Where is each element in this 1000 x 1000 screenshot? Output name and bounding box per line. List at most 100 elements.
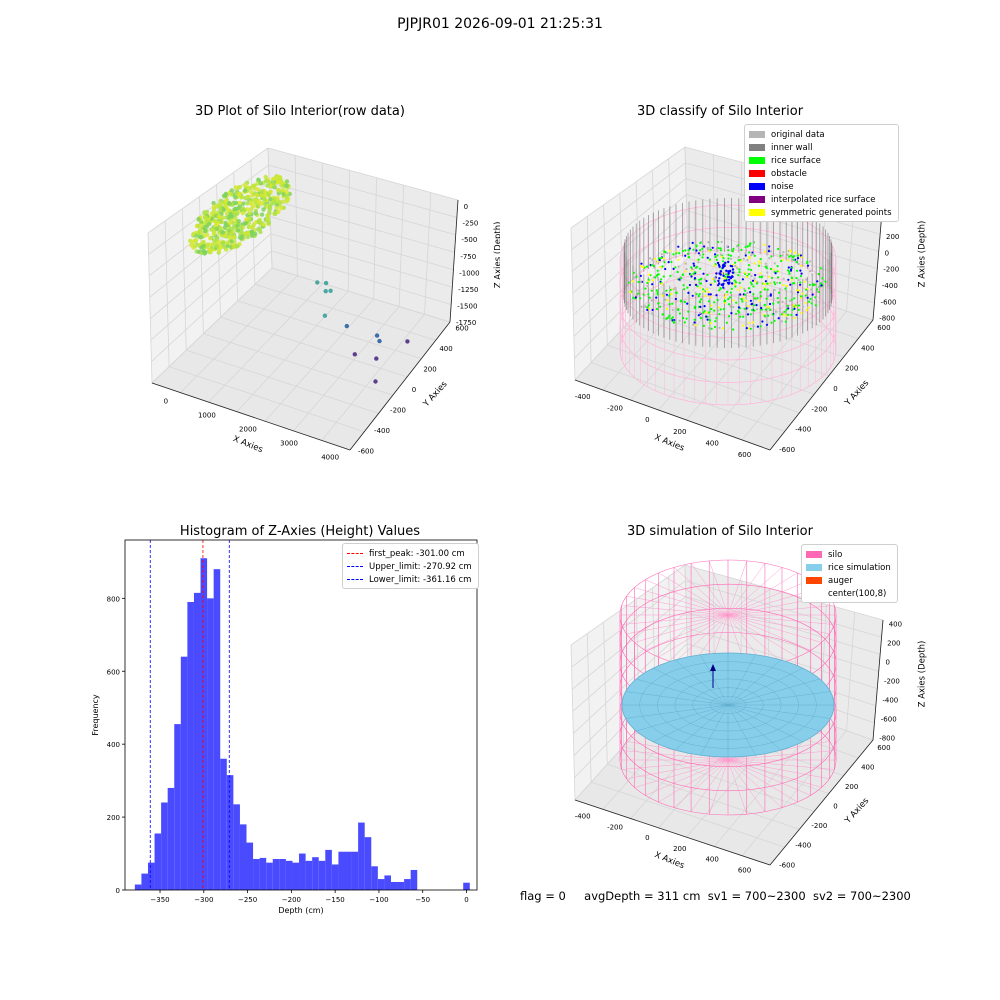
classify-legend: original data inner wall rice surface obsta… xyxy=(744,124,899,222)
surface-point xyxy=(707,257,709,259)
legend-swatch xyxy=(749,196,765,203)
surface-point xyxy=(716,254,718,256)
rice-point xyxy=(235,223,239,227)
legend-line xyxy=(347,579,363,580)
y-tick-label: -200 xyxy=(390,406,406,414)
surface-point xyxy=(754,274,756,276)
surface-point xyxy=(741,300,743,302)
y-tick-label: 400 xyxy=(107,741,120,749)
legend-entry: first_peak: -301.00 cm xyxy=(347,547,472,560)
surface-point xyxy=(767,289,769,291)
surface-point xyxy=(776,282,778,284)
surface-point xyxy=(692,324,694,326)
surface-point xyxy=(791,277,793,279)
y-tick-label: 200 xyxy=(845,783,858,791)
surface-point xyxy=(768,276,770,278)
y-axis-label: Y Axies xyxy=(842,796,871,827)
rice-point xyxy=(257,219,261,223)
noise-point xyxy=(718,282,720,284)
rice-point xyxy=(229,192,233,196)
surface-point xyxy=(789,249,791,251)
surface-point xyxy=(699,254,701,256)
surface-point xyxy=(693,321,695,323)
y-tick-label: -400 xyxy=(795,426,811,434)
surface-point xyxy=(707,319,709,321)
surface-point xyxy=(764,315,766,317)
surface-point xyxy=(708,293,710,295)
y-tick-label: 0 xyxy=(833,803,837,811)
surface-point xyxy=(693,265,695,267)
surface-point xyxy=(680,300,682,302)
histogram-bar xyxy=(260,858,267,890)
surface-point xyxy=(757,326,759,328)
surface-point xyxy=(796,270,798,272)
surface-point xyxy=(707,247,709,249)
surface-point xyxy=(784,311,786,313)
surface-point xyxy=(687,253,689,255)
surface-point xyxy=(659,266,661,268)
surface-point xyxy=(682,317,684,319)
surface-point xyxy=(651,264,653,266)
legend-label: obstacle xyxy=(771,169,807,179)
surface-point xyxy=(659,259,661,261)
surface-point xyxy=(697,261,699,263)
surface-point xyxy=(749,291,751,293)
surface-point xyxy=(698,252,700,254)
surface-point xyxy=(734,285,736,287)
surface-point xyxy=(689,284,691,286)
histogram-bar xyxy=(187,602,194,890)
surface-point xyxy=(780,260,782,262)
x-tick-label: 4000 xyxy=(321,453,339,461)
surface-point xyxy=(754,280,756,282)
surface-point xyxy=(758,261,760,263)
z-tick-label: -800 xyxy=(879,735,895,743)
surface-point xyxy=(743,258,745,260)
surface-point xyxy=(782,254,784,256)
surface-point xyxy=(824,281,826,283)
surface-point xyxy=(714,253,716,255)
x-tick-label: −300 xyxy=(194,896,213,904)
noise-point xyxy=(725,270,727,272)
z-tick-label: -1000 xyxy=(459,269,479,277)
legend-entry: symmetric generated points xyxy=(749,206,892,219)
y-tick-label: 400 xyxy=(861,344,874,352)
surface-point xyxy=(716,248,718,250)
rice-point xyxy=(215,244,219,248)
histogram-bar xyxy=(135,885,142,890)
z-tick-label: 0 xyxy=(886,659,890,667)
surface-point xyxy=(752,321,754,323)
x-tick-label: −200 xyxy=(282,896,301,904)
surface-point xyxy=(761,320,763,322)
surface-point xyxy=(661,295,663,297)
outlier-point xyxy=(405,339,409,343)
surface-point xyxy=(654,276,656,278)
surface-point xyxy=(820,282,822,284)
surface-point xyxy=(687,292,689,294)
surface-point xyxy=(752,293,754,295)
x-tick-label: 2000 xyxy=(239,426,257,434)
rice-point xyxy=(261,207,265,211)
rice-point xyxy=(199,235,203,239)
surface-point xyxy=(701,256,703,258)
legend-swatch xyxy=(749,131,765,138)
surface-point xyxy=(651,312,653,314)
surface-point xyxy=(740,249,742,251)
surface-point xyxy=(721,256,723,258)
avg-depth-text: avgDepth = 311 cm xyxy=(584,889,700,903)
surface-point xyxy=(735,313,737,315)
z-axis-label: Z Axies (Depth) xyxy=(493,222,500,289)
surface-point xyxy=(799,284,801,286)
surface-point xyxy=(654,258,656,260)
rice-point xyxy=(266,218,270,222)
surface-point xyxy=(714,320,716,322)
surface-point xyxy=(796,289,798,291)
outlier-point xyxy=(353,352,357,356)
surface-point xyxy=(718,313,720,315)
surface-point xyxy=(666,308,668,310)
surface-point xyxy=(651,299,653,301)
surface-point xyxy=(657,279,659,281)
surface-point xyxy=(777,248,779,250)
rice-point xyxy=(199,230,203,234)
surface-point xyxy=(648,304,650,306)
surface-point xyxy=(812,294,814,296)
